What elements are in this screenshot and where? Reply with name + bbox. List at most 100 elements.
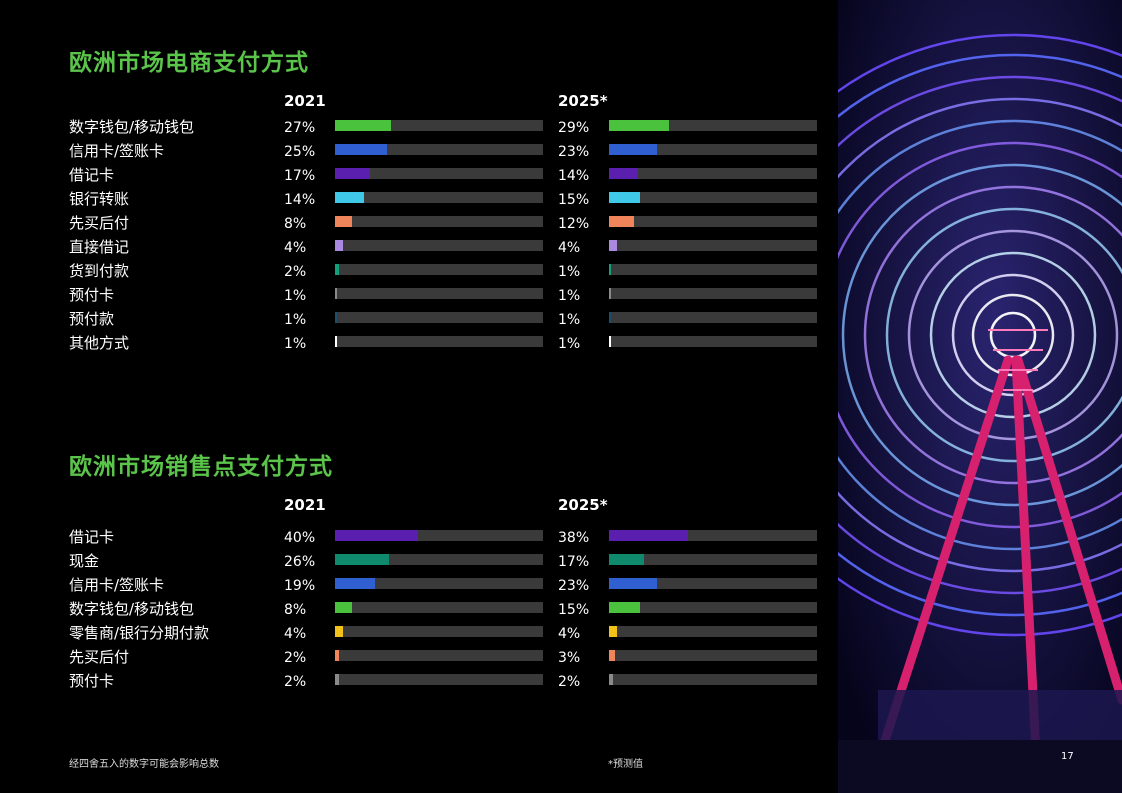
bar: [335, 120, 392, 131]
bar: [609, 626, 618, 637]
bar: [335, 312, 338, 323]
bar: [609, 312, 612, 323]
bar-track: [609, 144, 817, 155]
bar-track: [609, 674, 817, 685]
series-year-label: 2021: [284, 92, 326, 110]
data-value-label: 2%: [284, 674, 307, 690]
page-number: 17: [1061, 751, 1074, 762]
bar-track: [609, 578, 817, 589]
data-value-label: 26%: [284, 554, 316, 570]
bar: [609, 650, 616, 661]
bar-track: [335, 602, 543, 613]
bar-track: [609, 602, 817, 613]
data-value-label: 1%: [558, 312, 581, 328]
bar: [335, 650, 340, 661]
bar-track: [609, 626, 817, 637]
bar: [335, 336, 338, 347]
bar-track: [335, 674, 543, 685]
data-value-label: 2%: [284, 264, 307, 280]
data-value-label: 1%: [284, 336, 307, 352]
data-value-label: 4%: [284, 626, 307, 642]
category-label: 信用卡/签账卡: [69, 142, 165, 160]
bar-track: [609, 240, 817, 251]
bar: [609, 168, 639, 179]
data-value-label: 8%: [284, 602, 307, 618]
bar-track: [609, 288, 817, 299]
category-label: 借记卡: [69, 166, 115, 184]
bar-track: [335, 216, 543, 227]
data-value-label: 12%: [558, 216, 590, 232]
bar-track: [609, 650, 817, 661]
series-year-label: 2021: [284, 496, 326, 514]
category-label: 预付款: [69, 310, 115, 328]
data-value-label: 40%: [284, 530, 316, 546]
bar-track: [335, 530, 543, 541]
category-label: 信用卡/签账卡: [69, 576, 165, 594]
category-label: 数字钱包/移动钱包: [69, 118, 195, 136]
data-value-label: 14%: [558, 168, 590, 184]
data-value-label: 1%: [284, 312, 307, 328]
bar-track: [335, 578, 543, 589]
category-label: 借记卡: [69, 528, 115, 546]
bar: [609, 674, 614, 685]
category-label: 银行转账: [69, 190, 130, 208]
data-value-label: 23%: [558, 578, 590, 594]
bar: [609, 530, 689, 541]
bar: [609, 240, 618, 251]
bar: [335, 216, 352, 227]
rounding-footnote: 经四舍五入的数字可能会影响总数: [69, 759, 219, 770]
data-value-label: 1%: [284, 288, 307, 304]
bar-track: [609, 312, 817, 323]
data-value-label: 15%: [558, 192, 590, 208]
bar-track: [335, 312, 543, 323]
bar-track: [335, 144, 543, 155]
data-value-label: 19%: [284, 578, 316, 594]
bar: [609, 120, 670, 131]
data-value-label: 4%: [284, 240, 307, 256]
bar: [609, 578, 657, 589]
bar-track: [335, 650, 543, 661]
bar: [609, 216, 634, 227]
bar: [335, 578, 375, 589]
pos-chart-title: 欧洲市场销售点支付方式: [69, 454, 333, 480]
data-value-label: 38%: [558, 530, 590, 546]
bar: [609, 144, 657, 155]
bar-track: [609, 168, 817, 179]
bar: [335, 602, 352, 613]
bar: [609, 336, 612, 347]
bar-track: [335, 192, 543, 203]
data-value-label: 1%: [558, 264, 581, 280]
bar-track: [335, 264, 543, 275]
bar: [335, 530, 419, 541]
bar: [335, 144, 387, 155]
category-label: 先买后付: [69, 648, 130, 666]
bar: [335, 264, 340, 275]
data-value-label: 29%: [558, 120, 590, 136]
data-value-label: 2%: [284, 650, 307, 666]
category-label: 预付卡: [69, 286, 115, 304]
category-label: 货到付款: [69, 262, 130, 280]
bar: [335, 554, 390, 565]
category-label: 其他方式: [69, 334, 130, 352]
bar: [335, 192, 365, 203]
data-value-label: 23%: [558, 144, 590, 160]
data-value-label: 15%: [558, 602, 590, 618]
data-value-label: 17%: [558, 554, 590, 570]
bar-track: [335, 626, 543, 637]
bar: [335, 240, 344, 251]
series-year-label: 2025*: [558, 92, 608, 110]
bar-track: [609, 120, 817, 131]
category-label: 零售商/银行分期付款: [69, 624, 210, 642]
data-value-label: 3%: [558, 650, 581, 666]
data-value-label: 1%: [558, 336, 581, 352]
bar: [335, 674, 340, 685]
bar-track: [609, 530, 817, 541]
data-value-label: 4%: [558, 240, 581, 256]
bar-track: [609, 264, 817, 275]
bar-track: [335, 336, 543, 347]
bar-track: [609, 554, 817, 565]
chart-panel: 欧洲市场电商支付方式 2021 2025* 数字钱包/移动钱包 27% 29% 信用卡/签…: [69, 50, 817, 770]
bar: [335, 626, 344, 637]
bar: [335, 168, 371, 179]
data-value-label: 25%: [284, 144, 316, 160]
